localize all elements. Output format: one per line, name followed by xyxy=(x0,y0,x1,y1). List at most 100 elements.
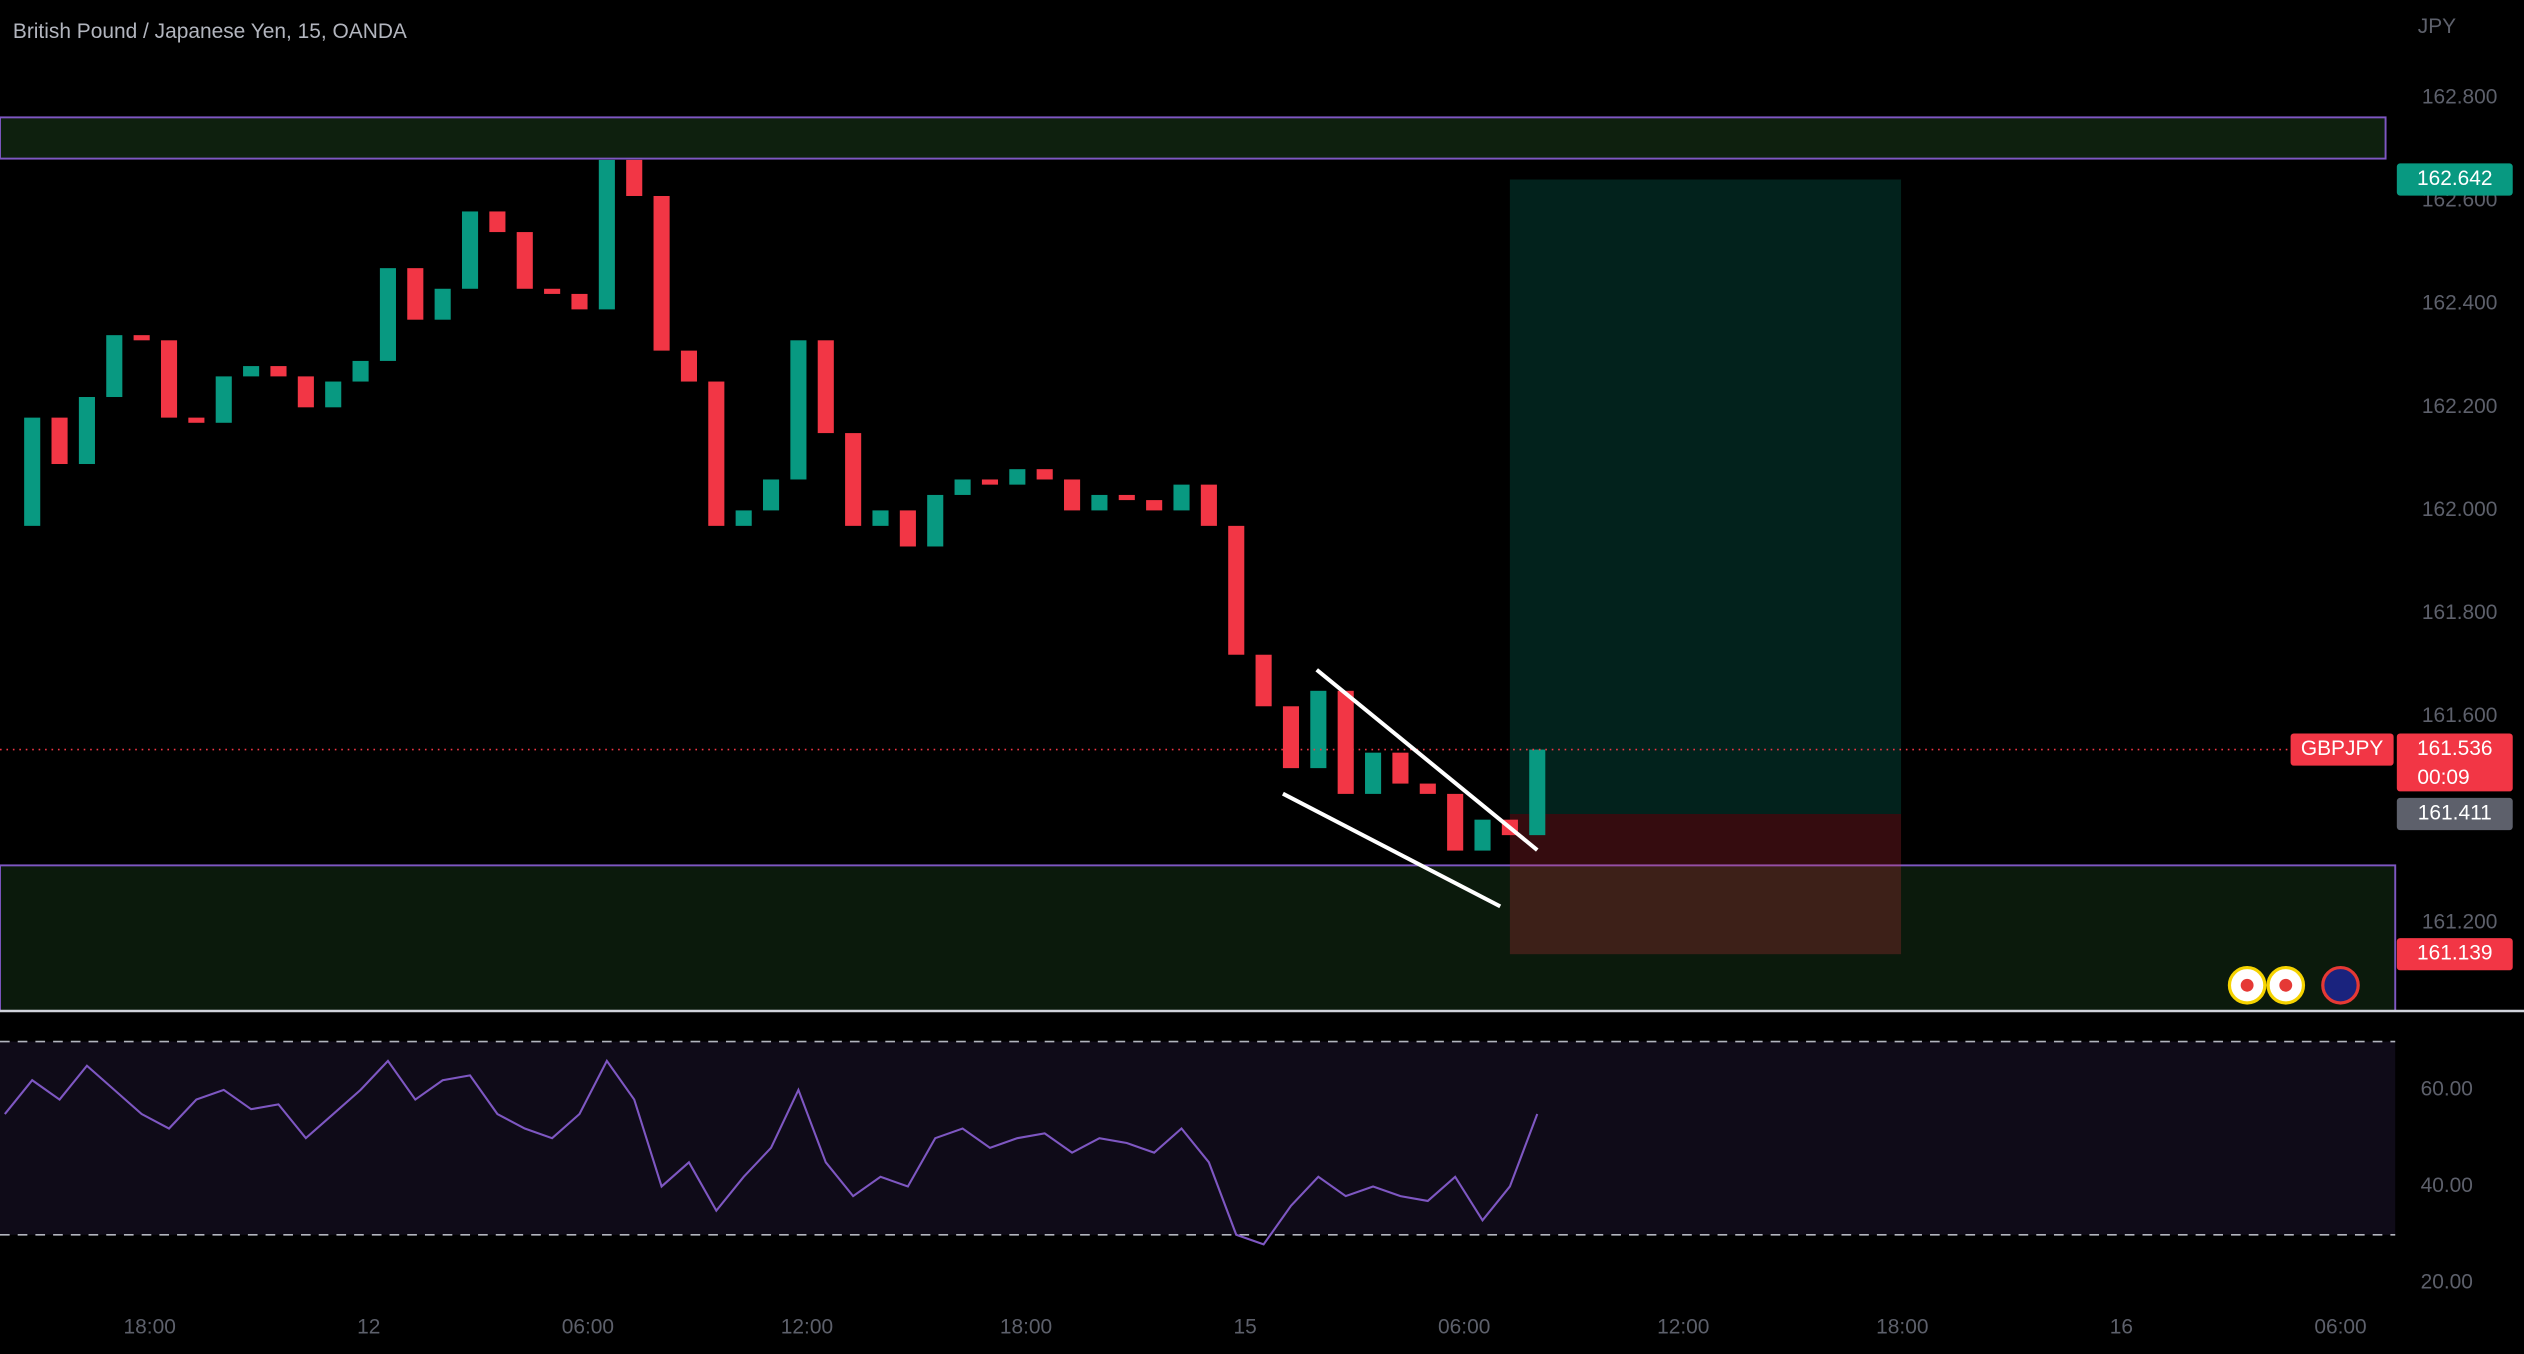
candle xyxy=(927,494,944,547)
wedge-line xyxy=(1281,791,1502,909)
event-icon-dot xyxy=(2279,978,2293,992)
wedge-line xyxy=(1315,668,1539,852)
candle xyxy=(544,288,561,294)
candle xyxy=(461,211,479,289)
candle xyxy=(1064,479,1081,511)
rsi-line xyxy=(4,1058,1539,1246)
candle xyxy=(51,417,68,465)
candle xyxy=(24,417,41,526)
symbol-label: GBPJPY xyxy=(2301,737,2384,760)
x-tick-label: 12 xyxy=(357,1316,380,1339)
chart-title: British Pound / Japanese Yen, 15, OANDA xyxy=(13,20,407,43)
x-tick-label: 15 xyxy=(1233,1316,1256,1339)
candle xyxy=(407,268,424,320)
candle xyxy=(1337,690,1354,794)
candle xyxy=(1009,469,1026,485)
candle xyxy=(489,211,506,233)
stop-label: 161.139 xyxy=(2417,942,2493,965)
rsi-tick-label: 60.00 xyxy=(2421,1077,2473,1100)
candle xyxy=(653,195,670,351)
candle xyxy=(1173,484,1190,511)
candle xyxy=(352,360,369,382)
x-tick-label: 12:00 xyxy=(1657,1316,1709,1339)
countdown: 00:09 xyxy=(2417,766,2469,789)
candle xyxy=(1365,752,1382,794)
candle xyxy=(571,293,588,310)
y-tick-label: 162.400 xyxy=(2422,292,2498,315)
candle xyxy=(845,433,862,526)
y-tick-label: 162.200 xyxy=(2422,395,2498,418)
resistance-zone xyxy=(0,116,2387,160)
x-tick-label: 18:00 xyxy=(124,1316,176,1339)
candle xyxy=(899,510,916,547)
candle xyxy=(790,340,807,480)
candle xyxy=(1392,752,1409,784)
candle xyxy=(270,366,287,377)
candle xyxy=(1036,469,1053,480)
x-tick-label: 12:00 xyxy=(781,1316,833,1339)
candle xyxy=(1091,494,1108,511)
event-icon-dot xyxy=(2240,978,2254,992)
candle xyxy=(1228,525,1245,655)
candle xyxy=(1474,819,1491,851)
candle xyxy=(954,479,971,495)
rsi-tick-label: 40.00 xyxy=(2421,1174,2473,1197)
x-tick-label: 18:00 xyxy=(1000,1316,1052,1339)
target-label: 162.642 xyxy=(2417,167,2493,190)
candle xyxy=(762,479,780,511)
x-tick-label: 16 xyxy=(2110,1316,2133,1339)
candle xyxy=(735,510,752,526)
candle xyxy=(78,397,95,465)
candle xyxy=(379,268,396,361)
target-zone xyxy=(1509,179,1902,814)
candle xyxy=(106,335,123,398)
current-price-badge xyxy=(2396,733,2513,792)
target-badge xyxy=(2396,163,2513,196)
candle xyxy=(325,381,342,408)
candle xyxy=(981,479,999,485)
candle xyxy=(215,376,232,423)
candle xyxy=(516,232,533,289)
candle xyxy=(434,288,451,320)
currency: JPY xyxy=(2418,15,2456,38)
y-tick-label: 161.600 xyxy=(2422,704,2498,727)
rsi-tick-label: 20.00 xyxy=(2421,1271,2473,1294)
support-zone xyxy=(0,864,2397,1012)
stop-badge xyxy=(2396,938,2513,971)
candle xyxy=(1200,484,1217,526)
event-icon[interactable] xyxy=(2321,965,2360,1005)
candle xyxy=(1282,706,1300,769)
candle xyxy=(297,376,314,408)
x-tick-label: 06:00 xyxy=(2314,1316,2366,1339)
candle xyxy=(1310,690,1327,769)
candle xyxy=(243,366,260,377)
candle xyxy=(1529,749,1546,836)
y-tick-label: 162.800 xyxy=(2422,86,2498,109)
candle xyxy=(708,381,725,526)
y-tick-label: 162.000 xyxy=(2422,498,2498,521)
candle xyxy=(1118,494,1135,501)
entry-badge xyxy=(2396,797,2513,831)
symbol-badge xyxy=(2290,733,2394,766)
y-tick-label: 161.200 xyxy=(2422,910,2498,933)
candle xyxy=(872,510,889,526)
x-tick-label: 06:00 xyxy=(562,1316,614,1339)
stop-zone xyxy=(1509,813,1902,955)
candle xyxy=(680,350,697,382)
y-tick-label: 161.800 xyxy=(2422,601,2498,624)
x-tick-label: 18:00 xyxy=(1876,1316,1928,1339)
candle xyxy=(1255,654,1272,707)
candle xyxy=(188,417,205,423)
rsi-band xyxy=(0,1041,2396,1235)
candle xyxy=(598,159,615,310)
x-tick-label: 06:00 xyxy=(1438,1316,1490,1339)
candle xyxy=(817,340,834,434)
candle xyxy=(1419,783,1436,794)
candle xyxy=(626,159,643,196)
current-price-label: 161.536 xyxy=(2417,737,2493,760)
candle xyxy=(133,335,150,341)
entry-label: 161.411 xyxy=(2418,802,2492,825)
candle xyxy=(1447,793,1464,851)
